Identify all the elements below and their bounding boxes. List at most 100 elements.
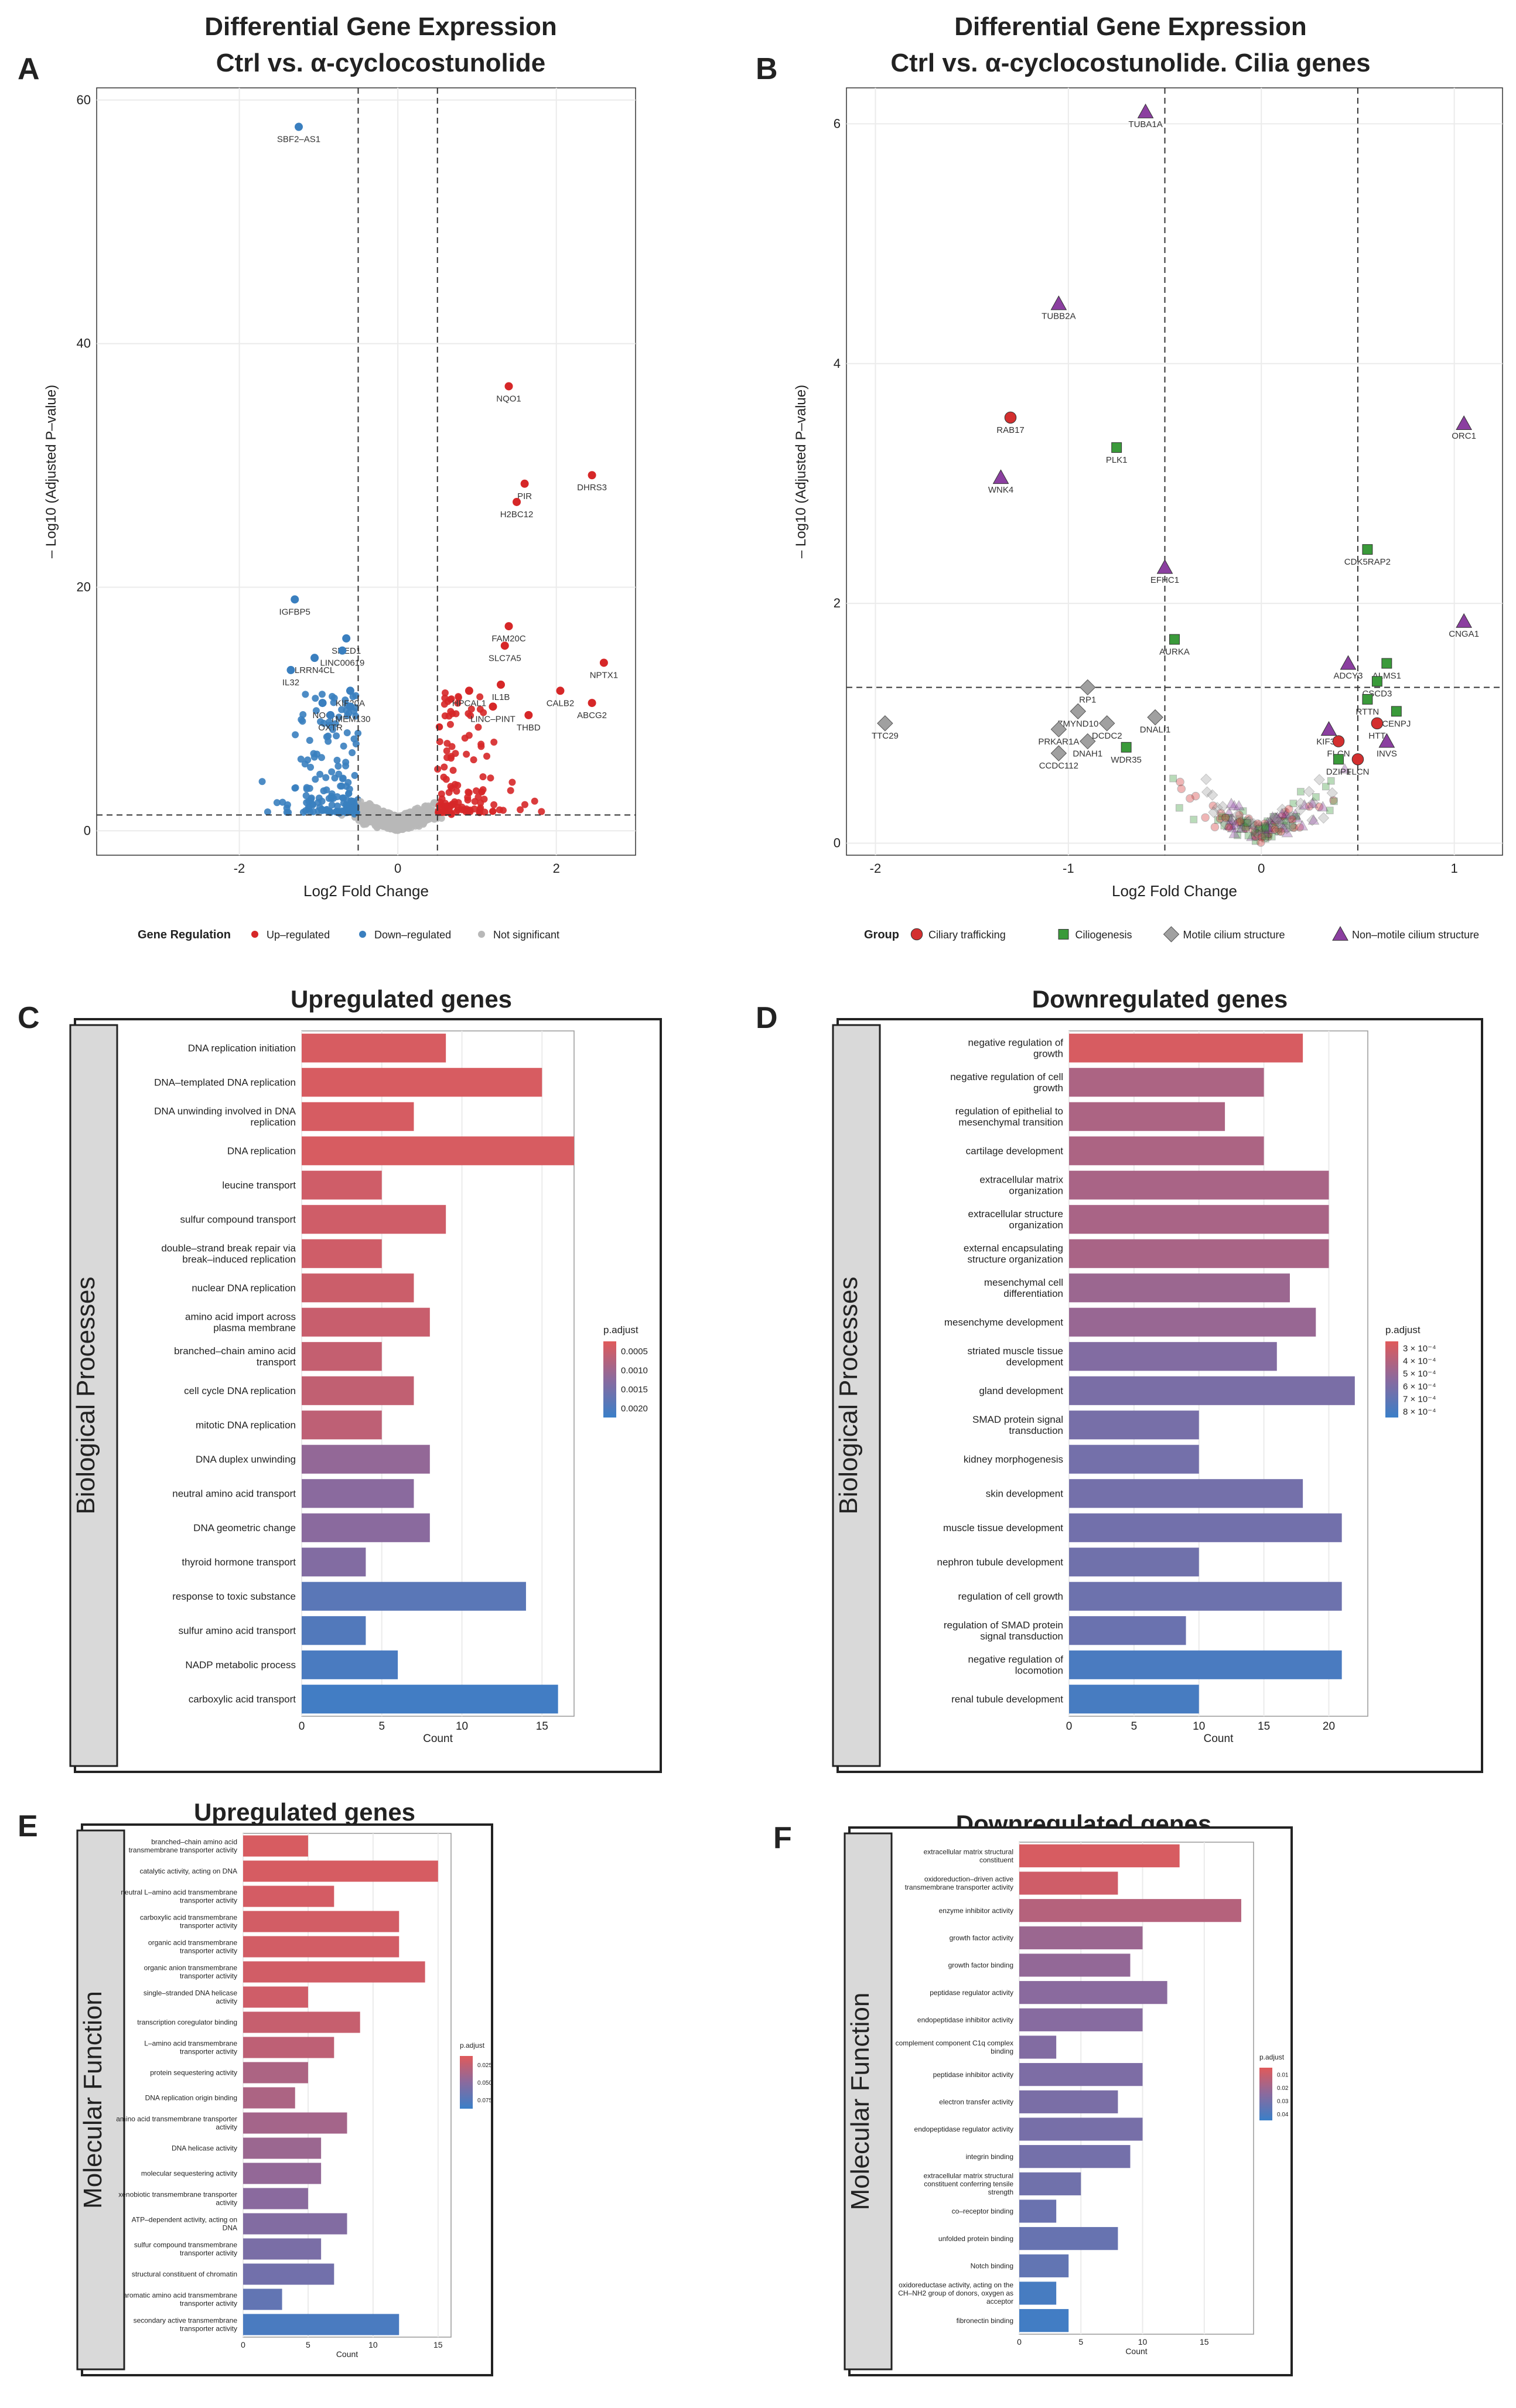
x-tick-label: 0 (1017, 2337, 1022, 2346)
data-point (1277, 812, 1286, 821)
data-point (1235, 817, 1245, 826)
bar (1069, 1410, 1199, 1440)
bar (1019, 2254, 1069, 2277)
gene-label: THBD (517, 723, 541, 733)
x-tick-label: -2 (234, 861, 245, 876)
data-point (326, 711, 335, 719)
data-point (1276, 822, 1288, 834)
category-label: skin development (986, 1488, 1064, 1500)
bar (1069, 1582, 1342, 1611)
data-point (343, 729, 351, 737)
data-point (337, 782, 344, 790)
x-tick-label: 2 (553, 861, 560, 876)
bar-chart-E: Molecular Function 0 5 10 15 Count branched–ch… (76, 1823, 493, 2376)
data-point (1269, 812, 1281, 824)
category-label: molecular sequestering activity (141, 2170, 237, 2178)
category-label: single–stranded DNA helicase activity (144, 1989, 237, 2006)
x-tick-label: 5 (306, 2340, 310, 2349)
x-tick-label: 10 (1193, 1720, 1205, 1733)
data-point (1330, 797, 1338, 805)
data-point (1220, 822, 1228, 829)
category-label: endopeptidase inhibitor activity (917, 2016, 1013, 2024)
data-point (1230, 818, 1242, 829)
x-tick-label: 20 (1323, 1720, 1335, 1733)
data-point (1257, 833, 1266, 842)
legend-title: Group (864, 928, 899, 941)
data-point (354, 729, 362, 737)
category-label: peptidase regulator activity (930, 1989, 1013, 1997)
bar (243, 2188, 308, 2209)
category-label: regulation of epithelial to mesenchymal t… (955, 1106, 1063, 1128)
data-point (1276, 804, 1288, 815)
data-point (1276, 827, 1285, 836)
data-point (1248, 818, 1259, 829)
y-axis-label: – Log10 (Adjusted P–value) (43, 385, 59, 558)
category-label: ATP–dependent activity, acting on DNA (132, 2216, 237, 2232)
gene-label: PLK1 (1106, 455, 1128, 465)
data-point (1260, 831, 1272, 842)
legend-colorbar (1385, 1341, 1398, 1418)
gene-label: FAM20C (491, 634, 526, 644)
data-point (1292, 812, 1300, 821)
data-point (1163, 926, 1180, 942)
data-point (1210, 822, 1220, 832)
category-label: response to toxic substance (172, 1591, 296, 1602)
data-point (325, 718, 333, 726)
data-point (1004, 411, 1017, 424)
data-point (1080, 733, 1096, 750)
data-point (1327, 777, 1335, 785)
data-point (1244, 819, 1252, 827)
legend-tick: 0.03 (1277, 2098, 1289, 2105)
bar (243, 1911, 400, 1932)
data-point (447, 708, 455, 715)
data-point (1244, 832, 1252, 839)
category-label: peptidase inhibitor activity (933, 2071, 1013, 2079)
gene-label: NPTX1 (590, 670, 618, 680)
data-point (1208, 801, 1218, 810)
data-point (326, 809, 334, 817)
bar (243, 2137, 322, 2159)
data-point (303, 799, 310, 807)
data-point (368, 811, 375, 819)
data-point (333, 802, 341, 810)
legend-label: Motile cilium structure (1183, 929, 1285, 941)
data-point (440, 773, 448, 781)
data-point (446, 807, 453, 815)
category-label: double–strand break repair via break–indu… (161, 1243, 296, 1265)
gene-label: DZIP1 (1326, 767, 1351, 777)
bar (302, 1136, 574, 1166)
category-label: complement component C1q complex binding (896, 2039, 1013, 2055)
category-label: branched–chain amino acid transport (174, 1345, 296, 1368)
bar (243, 1886, 334, 1907)
legend-tick: 7 × 10⁻⁴ (1403, 1394, 1436, 1404)
data-point (1306, 797, 1319, 808)
data-point (318, 691, 326, 698)
data-point (1391, 706, 1402, 717)
panel-a-subtitle: Ctrl vs. α-cyclocostunolide (216, 49, 546, 77)
data-point (328, 801, 336, 809)
bar (302, 1479, 414, 1508)
bar (243, 2314, 400, 2335)
bar (1019, 1844, 1180, 1867)
data-point (335, 713, 343, 721)
bar (302, 1239, 382, 1268)
bar (243, 2213, 347, 2235)
plot-frame (846, 87, 1503, 856)
bar (243, 2037, 334, 2058)
data-point (304, 756, 312, 764)
x-tick-label: 15 (536, 1720, 548, 1733)
bar (1019, 2199, 1057, 2223)
legend-colorbar (603, 1341, 616, 1418)
y-tick-label: 0 (84, 823, 91, 838)
data-point (373, 824, 381, 831)
data-point (1269, 824, 1278, 832)
legend-label: Ciliary trafficking (928, 929, 1006, 941)
bar (243, 1860, 438, 1882)
data-point (1250, 825, 1262, 836)
data-point (1231, 810, 1243, 821)
legend-title: p.adjust (603, 1324, 639, 1335)
data-point (1218, 812, 1226, 820)
gene-label: H2BC12 (500, 510, 534, 520)
gene-label: ADCY3 (1333, 671, 1363, 681)
gene-label: DNALI1 (1140, 725, 1171, 735)
